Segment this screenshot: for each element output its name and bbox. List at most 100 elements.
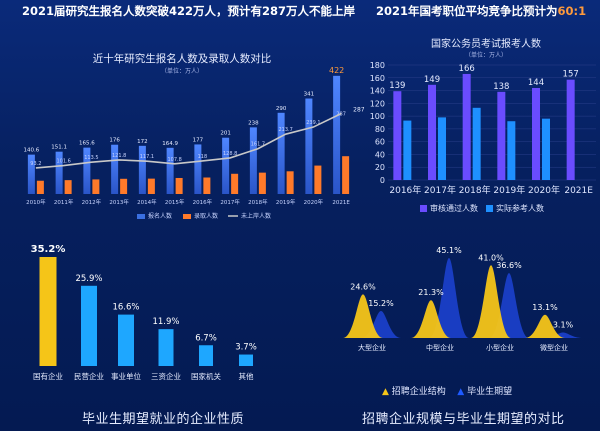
- bar-applicants: [222, 137, 230, 194]
- bar-applicants: [111, 144, 119, 194]
- label-percent: 13.1%: [532, 303, 558, 312]
- y-tick-label: 20: [375, 163, 385, 172]
- label-percent: 3.1%: [553, 321, 574, 330]
- x-tick-label: 微型企业: [540, 343, 568, 352]
- x-tick-label: 民营企业: [74, 371, 104, 381]
- label-applicants: 165.6: [79, 141, 95, 147]
- bar-applicants: [249, 127, 257, 194]
- caption-size-compare: 招聘企业规模与毕业生期望的对比: [362, 412, 565, 427]
- legend-participants: 实际参考人数: [496, 203, 544, 213]
- chart-subtitle: （单位：万人）: [465, 51, 507, 59]
- label-percent: 16.6%: [112, 303, 139, 313]
- x-tick-label: 其他: [239, 371, 254, 381]
- bar-admitted: [175, 177, 183, 194]
- size-compare-chart: 24.6% 21.3% 41.0% 13.1% 15.2% 45.1% 36.6% 3.1% 大…: [343, 246, 583, 352]
- bar-approved: [428, 84, 436, 180]
- label-applicants: 201: [220, 131, 231, 137]
- x-tick-label: 2021E: [564, 186, 593, 196]
- x-tick-label: 2018年: [248, 198, 268, 206]
- legend-applicants: 报名人数: [148, 212, 172, 220]
- label-unadmitted: 107.8: [167, 157, 181, 163]
- bar-admitted: [342, 156, 350, 194]
- bar-admitted: [120, 178, 128, 194]
- label-approved: 157: [563, 70, 579, 80]
- bar-approved: [393, 91, 402, 180]
- legend-swatch-admitted: [183, 214, 191, 219]
- grad-applicants-chart: 近十年研究生报名人数及录取人数对比 （单位：万人） 140.6 93.2 2010年 15…: [24, 52, 365, 220]
- y-tick-label: 60: [375, 138, 385, 147]
- caption-enterprise-type: 毕业生期望就业的企业性质: [82, 412, 245, 427]
- label-applicants: 172: [137, 139, 148, 145]
- bar-participants: [472, 107, 481, 180]
- label-applicants: 164.9: [162, 141, 178, 147]
- bar-applicants: [55, 151, 63, 194]
- label-applicants: 177: [193, 137, 204, 143]
- y-tick-label: 160: [370, 74, 385, 83]
- peak-enterprise-structure: [343, 294, 383, 338]
- bar-enterprise-type: [158, 329, 174, 366]
- x-tick-label: 2016年: [193, 198, 213, 206]
- label-applicants: 238: [248, 120, 259, 126]
- bar-applicants: [27, 154, 35, 194]
- legend-swatch-approved: [420, 205, 427, 212]
- bar-applicants: [194, 144, 202, 194]
- label-applicants: 341: [304, 92, 315, 98]
- bar-applicants: [277, 112, 285, 194]
- bar-enterprise-type: [118, 314, 134, 366]
- civil-service-chart: 国家公务员考试报考人数（单位：万人） 0 20 40 60 80 100 120 140 160 1…: [370, 37, 596, 213]
- peak-grad-expectation: [429, 258, 469, 338]
- bar-enterprise-type: [81, 285, 97, 366]
- legend-unadmitted: 未上岸人数: [241, 212, 271, 220]
- peak-enterprise-structure: [525, 314, 565, 338]
- label-approved: 139: [389, 81, 405, 91]
- label-unadmitted: 101.6: [56, 159, 70, 165]
- legend-swatch-participants: [486, 205, 493, 212]
- chart-title: 近十年研究生报名人数及录取人数对比: [93, 52, 272, 65]
- chart-subtitle: （单位：万人）: [161, 67, 203, 75]
- label-unadmitted: 239.1: [306, 120, 320, 126]
- x-tick-label: 2020年: [528, 184, 560, 196]
- x-tick-label: 大型企业: [358, 343, 386, 352]
- bar-applicants: [138, 145, 146, 194]
- label-approved: 166: [459, 64, 475, 74]
- peak-enterprise-structure: [411, 300, 451, 338]
- legend-approved: 审核通过人数: [430, 203, 478, 213]
- label-percent: 24.6%: [350, 282, 376, 291]
- headline-left: 2021届研究生报名人数突破422万人，预计有287万人不能上岸: [22, 4, 356, 18]
- bar-admitted: [286, 171, 294, 194]
- x-tick-label: 2011年: [54, 198, 74, 206]
- bar-admitted: [147, 178, 155, 194]
- x-tick-label: 2019年: [276, 198, 296, 206]
- bar-admitted: [258, 172, 266, 194]
- line-unadmitted: [35, 112, 342, 169]
- bar-approved: [566, 79, 575, 180]
- label-percent: 6.7%: [195, 333, 217, 343]
- enterprise-type-chart: 35.2% 国有企业 25.9% 民营企业 16.6% 事业单位 11.9% 三资企业 6.7%…: [31, 244, 257, 381]
- y-tick-label: 0: [380, 176, 385, 185]
- label-percent: 15.2%: [368, 299, 394, 308]
- bar-admitted: [231, 173, 239, 194]
- label-applicants: 176: [109, 138, 120, 144]
- x-tick-label: 2019年: [493, 184, 525, 196]
- bar-admitted: [64, 180, 72, 194]
- x-tick-label: 2017年: [424, 184, 456, 196]
- label-unadmitted: 121.8: [112, 153, 126, 159]
- label-percent: 41.0%: [478, 253, 504, 262]
- label-unadmitted: 93.2: [30, 161, 41, 167]
- bar-participants: [507, 121, 516, 180]
- label-percent: 11.9%: [152, 317, 179, 327]
- label-applicants: 151.1: [51, 145, 67, 151]
- headline-right: 2021年国考职位平均竞争比预计为60:1: [376, 4, 587, 18]
- x-tick-label: 2020年: [304, 198, 324, 206]
- legend-grad-expectation: ▲ 毕业生期望: [457, 387, 513, 397]
- x-tick-label: 2010年: [26, 198, 46, 206]
- x-tick-label: 2014年: [137, 198, 157, 206]
- label-percent: 36.6%: [496, 261, 522, 270]
- label-applicants: 290: [276, 106, 287, 112]
- chart-title: 国家公务员考试报考人数: [431, 37, 541, 50]
- y-tick-label: 140: [370, 87, 385, 96]
- bar-applicants: [166, 147, 174, 194]
- label-unadmitted: 287: [336, 112, 346, 118]
- bar-approved: [462, 73, 471, 180]
- y-tick-label: 80: [375, 125, 385, 134]
